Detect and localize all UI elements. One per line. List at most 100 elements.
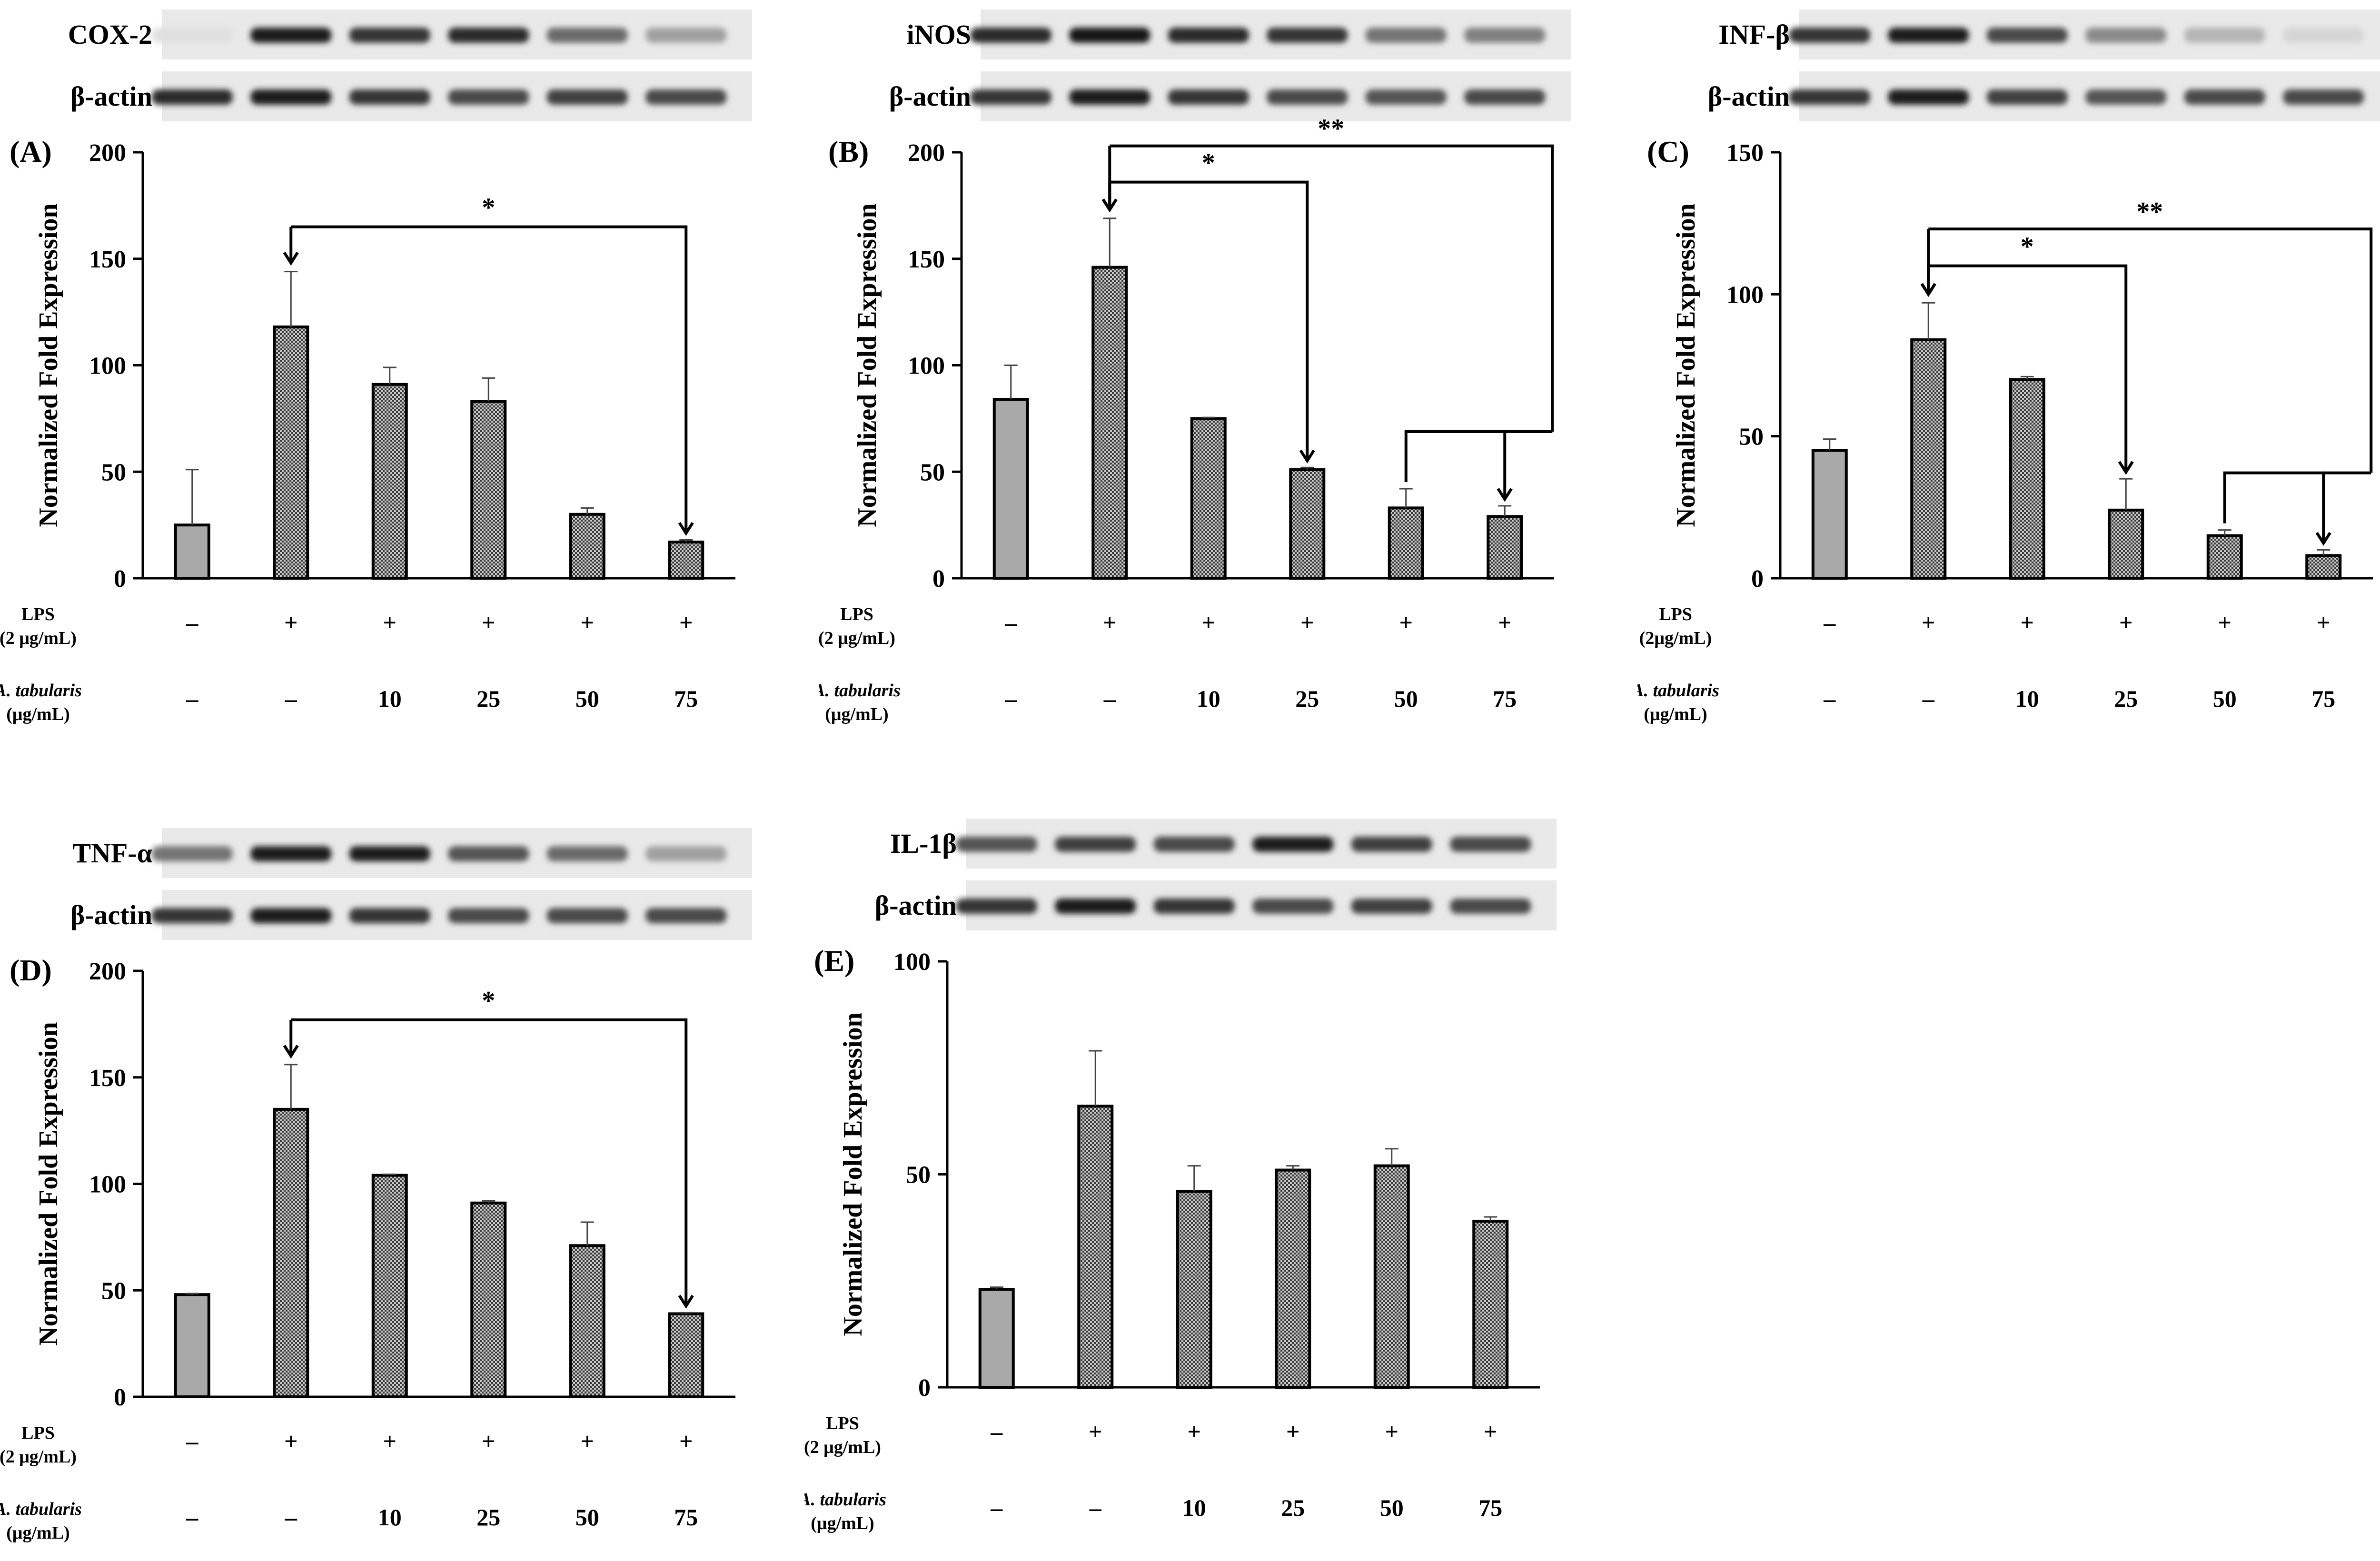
dose-value: – [186, 685, 198, 712]
bar [470, 400, 507, 580]
y-tick-label: 200 [908, 139, 945, 167]
extract-row-label: A. tabularis [819, 681, 901, 701]
dose-value: – [1103, 685, 1116, 712]
lps-row-unit: (2μg/mL) [1639, 628, 1712, 648]
blot-band-actin [151, 908, 233, 923]
blot-band-target [1168, 28, 1249, 43]
lps-sign: + [1399, 609, 1413, 636]
blot-band-target [1888, 28, 1969, 43]
lps-sign: + [1188, 1418, 1201, 1445]
y-tick-label: 50 [1739, 424, 1764, 451]
lps-sign: + [1498, 609, 1512, 636]
lps-sign: – [1004, 609, 1017, 636]
extract-row-unit: (μg/mL) [1644, 704, 1707, 724]
lps-sign: + [581, 1428, 595, 1454]
bar [1077, 1105, 1114, 1389]
lps-sign: + [2317, 609, 2330, 636]
y-tick-label: 100 [89, 353, 126, 380]
blot-band-target [956, 837, 1037, 852]
significance-label: ** [2136, 197, 2163, 227]
significance-bracket [1928, 264, 2128, 473]
lps-sign: – [990, 1418, 1003, 1445]
lps-sign: + [1484, 1418, 1497, 1445]
blot-band-actin [349, 89, 430, 105]
y-axis-label: Normalized Fold Expression [1671, 203, 1701, 527]
blot-label-target: TNF-α [72, 838, 152, 869]
blot-band-actin [645, 908, 727, 923]
dose-value: – [990, 1494, 1003, 1521]
significance-arrowhead [283, 1045, 299, 1059]
significance-bracket [1110, 144, 1554, 432]
bar [1373, 1164, 1410, 1389]
dose-value: 25 [1281, 1494, 1305, 1521]
lps-sign: + [383, 609, 397, 636]
bar [273, 325, 309, 580]
lps-sign: + [679, 1428, 693, 1454]
significance-bracket [1110, 180, 1309, 461]
y-tick-label: 100 [893, 948, 931, 976]
bar [174, 1293, 210, 1399]
panel-infb: INF-β β-actin (C) 0 50 100 150 Normalized Fold … [1637, 0, 2380, 742]
y-axis-label: Normalized Fold Expression [34, 1022, 63, 1345]
y-tick-label: 0 [114, 565, 126, 593]
blot-band-actin [1888, 89, 1969, 105]
bar [1190, 417, 1227, 580]
blot-band-target [1365, 28, 1447, 43]
significance-arrowhead [1920, 283, 1936, 297]
bar [1811, 449, 1848, 580]
extract-row-unit: (μg/mL) [811, 1513, 874, 1533]
dose-value: 75 [1478, 1494, 1502, 1521]
blot-label-target: COX-2 [68, 19, 152, 50]
dose-value: 10 [1197, 685, 1220, 712]
dose-value: 75 [1493, 685, 1517, 712]
blot-band-target [1069, 28, 1150, 43]
bar [174, 524, 210, 580]
dose-value: 10 [378, 1504, 402, 1531]
lps-sign: – [186, 1428, 198, 1454]
significance-label: * [482, 193, 495, 223]
blot-band-actin [448, 908, 529, 923]
lps-sign: + [1922, 609, 1935, 636]
dose-value: 25 [476, 685, 500, 712]
significance-arrowhead [1299, 449, 1315, 464]
chart-cox2: COX-2 β-actin (A) 0 50 100 150 200 Normalized Fo… [0, 10, 752, 724]
dose-value: 50 [1394, 685, 1418, 712]
lps-row-unit: (2 μg/mL) [804, 1437, 881, 1457]
panel-label: (A) [10, 135, 52, 168]
extract-row-label: A. tabularis [804, 1490, 886, 1510]
blot-band-target [1789, 28, 1870, 43]
dose-value: 50 [1380, 1494, 1404, 1521]
bar [1289, 468, 1326, 580]
blot-band-actin [1168, 89, 1249, 105]
lps-row-label: LPS [1659, 604, 1692, 624]
y-tick-label: 100 [1726, 281, 1764, 308]
blot-band-actin [1789, 89, 1870, 105]
bar [668, 540, 704, 580]
lps-sign: + [1385, 1418, 1399, 1445]
y-tick-label: 50 [906, 1162, 931, 1189]
significance-arrowhead [1497, 488, 1513, 502]
lps-sign: + [284, 1428, 298, 1454]
panel-label: (C) [1647, 135, 1689, 168]
blot-band-actin [1986, 89, 2068, 105]
bar [1910, 338, 1947, 580]
dose-value: 50 [2213, 685, 2237, 712]
blot-band-target [151, 846, 233, 861]
blot-band-target [2184, 28, 2265, 43]
y-tick-label: 0 [114, 1384, 126, 1411]
blot-band-actin [2184, 89, 2265, 105]
y-tick-label: 50 [101, 459, 126, 486]
bar [1176, 1190, 1212, 1389]
extract-row-unit: (μg/mL) [825, 704, 888, 724]
bar [2305, 554, 2342, 580]
y-tick-label: 50 [101, 1277, 126, 1304]
blot-band-target [1267, 28, 1348, 43]
dose-value: 10 [2015, 685, 2039, 712]
lps-row-label: LPS [840, 604, 873, 624]
bar [371, 383, 408, 580]
significance-arrowhead [2118, 461, 2134, 475]
significance-arrowhead [2315, 532, 2331, 546]
lps-row-unit: (2 μg/mL) [819, 628, 895, 648]
extract-row-unit: (μg/mL) [6, 704, 69, 724]
y-tick-label: 100 [908, 353, 945, 380]
